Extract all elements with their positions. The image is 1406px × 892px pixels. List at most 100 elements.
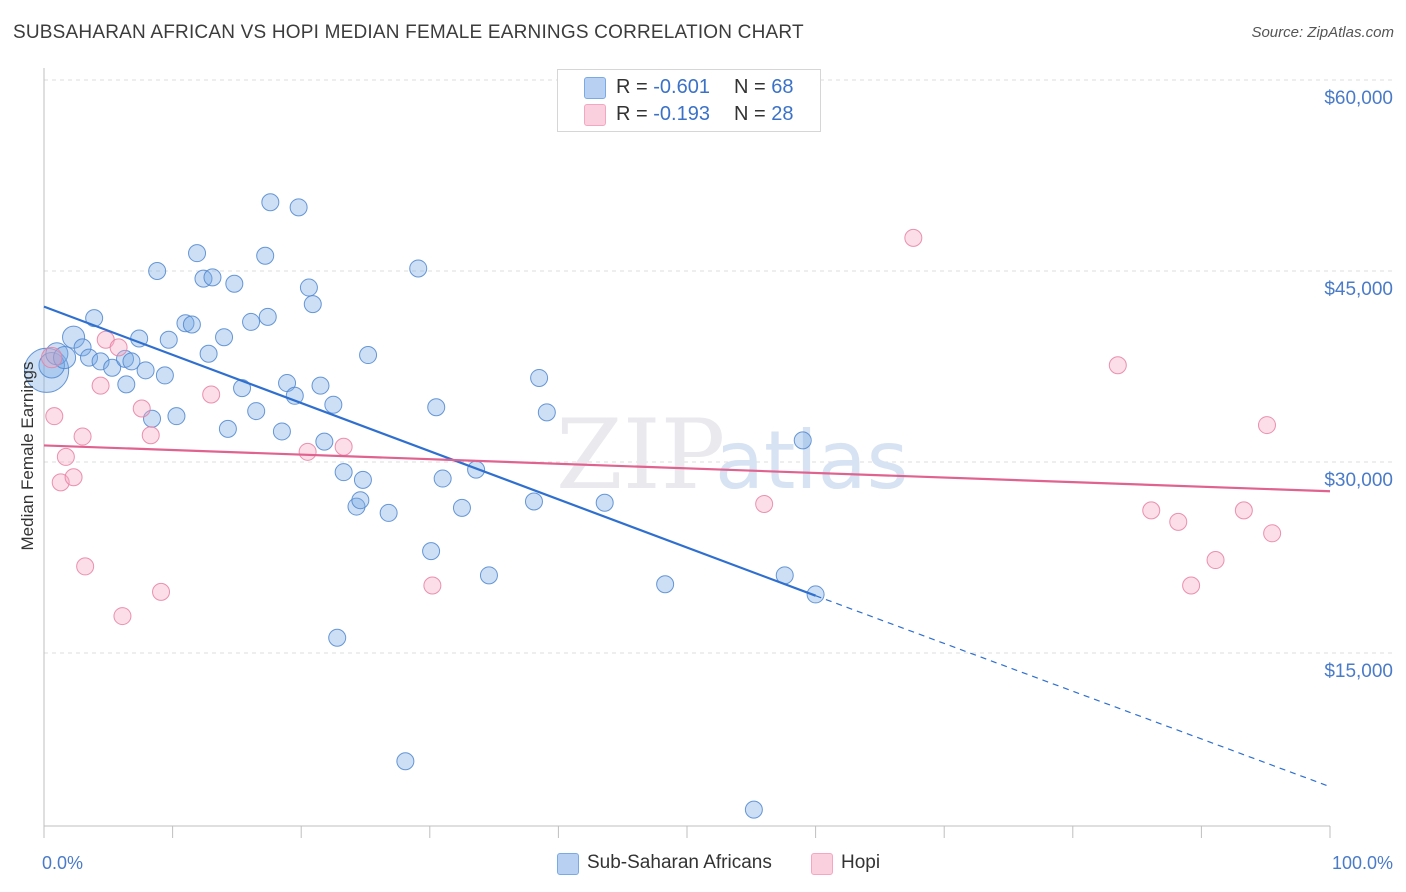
data-point [311,376,330,395]
data-point [152,582,171,601]
data-point [53,346,77,370]
data-point [242,312,261,331]
stats-legend-row-sub-saharan: R = -0.601 N = 68 [558,74,820,100]
data-point [202,385,221,404]
series-hopi [41,228,1282,626]
legend-label: Hopi [841,852,881,873]
data-point [258,307,277,326]
data-point [122,352,141,371]
data-point [167,407,186,426]
data-point [261,193,280,212]
hopi-legend-swatch [811,853,833,875]
legend-label: Sub-Saharan Africans [587,852,772,873]
data-point [38,351,65,379]
axes [43,68,1331,838]
sub-saharan-swatch [584,77,606,99]
data-point [793,431,812,450]
trend-lines [43,305,1331,788]
data-point [334,463,353,482]
watermark-atlas: atlas [715,414,908,507]
r-value: -0.601 [653,76,710,98]
data-point [132,399,151,418]
data-point [1257,416,1276,435]
data-point [113,607,132,626]
data-point [233,379,252,398]
data-point [1182,576,1201,595]
data-point [423,576,442,595]
data-point [45,407,64,426]
trend-line-hopi [43,444,1331,493]
data-point [73,338,92,357]
data-point [141,426,160,445]
x-tick-label-max: 100.0% [1332,853,1393,873]
data-point [73,427,92,446]
data-point [427,398,446,417]
stats-legend-row-hopi: R = -0.193 N = 28 [558,101,820,127]
source-label: Source: ZipAtlas.com [1251,24,1394,41]
data-point [656,575,675,594]
data-point [76,557,95,576]
data-point [298,442,317,461]
data-point [755,495,774,514]
data-point [256,246,275,265]
data-point [396,752,415,771]
tick-labels: $15,000 $30,000 $45,000 $60,000 0.0% 100.0% [42,88,1393,873]
data-point [315,432,334,451]
data-point [194,269,213,288]
data-point [530,368,549,387]
data-point [62,325,86,349]
data-point [109,338,128,357]
hopi-swatch [584,104,606,126]
r-label: R = [616,103,654,125]
y-tick-label: $45,000 [1324,279,1393,300]
data-point [218,419,237,438]
n-label: N = [734,76,772,98]
data-point [351,491,370,510]
stats-legend: R = -0.601 N = 68 R = -0.193 N = 28 [557,69,821,132]
data-point [289,198,308,217]
data-point [1169,512,1188,531]
data-point [91,376,110,395]
y-tick-label: $15,000 [1324,661,1393,682]
r-label: R = [616,76,654,98]
data-point [188,244,207,263]
y-axis-label: Median Female Earnings [18,362,37,551]
data-point [176,314,195,333]
x-tick-label-min: 0.0% [42,853,83,873]
data-point [806,585,825,604]
data-point [303,295,322,314]
data-point [433,469,452,488]
trend-line-sub-saharan [43,305,816,597]
data-point [272,422,291,441]
n-label: N = [734,103,772,125]
data-point [328,628,347,647]
n-value: 68 [771,76,794,98]
data-point [353,470,372,489]
data-point [524,492,543,511]
data-point [159,330,178,349]
data-point [452,498,471,517]
data-point [744,800,763,819]
data-point [225,274,244,293]
data-point [155,366,174,385]
data-point [64,468,83,487]
data-point [215,328,234,347]
data-point [334,437,353,456]
data-point [1234,501,1253,520]
series-legend: Sub-Saharan Africans Hopi [0,850,1406,878]
data-point [537,403,556,422]
data-point [359,346,378,365]
data-point [1108,356,1127,375]
chart-title: SUBSAHARAN AFRICAN VS HOPI MEDIAN FEMALE… [13,22,804,43]
data-point [80,348,99,367]
data-point [422,542,441,561]
data-point [379,503,398,522]
data-point [595,493,614,512]
watermark-zip: ZIP [556,399,725,511]
data-point [479,566,498,585]
data-point [203,268,222,287]
r-value: -0.193 [653,103,710,125]
sub-saharan-legend-swatch [557,853,579,875]
data-point [1142,501,1161,520]
